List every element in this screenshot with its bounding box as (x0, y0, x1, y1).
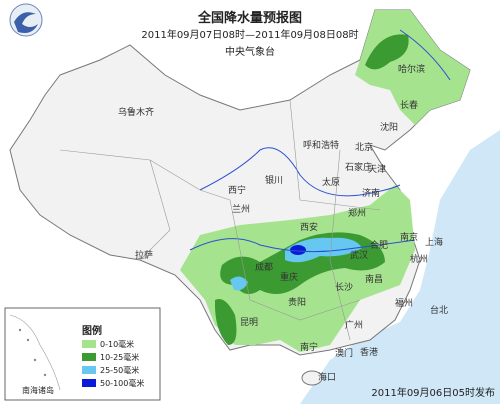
city-label: 重庆 (280, 271, 298, 283)
sea (300, 130, 500, 404)
rain-area (355, 10, 470, 125)
hainan (301, 370, 323, 386)
rain-area (290, 245, 306, 255)
city-label: 沈阳 (380, 121, 398, 133)
title: 全国降水量预报图 (197, 10, 302, 26)
rain-area (214, 299, 237, 345)
city-label: 南宁 (300, 341, 318, 353)
city-label: 上海 (425, 236, 443, 248)
province-borders (59, 99, 381, 341)
rivers (189, 29, 451, 253)
city-label: 乌鲁木齐 (118, 106, 154, 118)
city-label: 海口 (318, 371, 336, 383)
city-label: 北京 (355, 141, 373, 153)
inset-label: 南海诸岛 (22, 385, 54, 395)
city-label: 南京 (400, 231, 418, 243)
city-label: 天津 (368, 164, 386, 175)
city-label: 石家庄 (345, 161, 372, 173)
city-label: 昆明 (240, 317, 258, 328)
city-label: 银川 (265, 174, 283, 186)
city-label: 香港 (360, 346, 378, 358)
rain-area (230, 276, 248, 291)
rain-area (285, 237, 362, 263)
city-label: 哈尔滨 (398, 63, 425, 75)
issuer: 中央气象台 (225, 45, 275, 58)
legend-swatch (82, 340, 96, 348)
city-label: 合肥 (370, 239, 388, 251)
legend-swatch (82, 366, 96, 374)
inset-islands (18, 328, 47, 377)
legend-swatch (82, 353, 96, 361)
rain-area (365, 34, 409, 70)
legend-label: 25-50毫米 (100, 365, 139, 375)
city-label: 台北 (430, 304, 448, 316)
city-label: 济南 (362, 187, 380, 199)
city-label: 呼和浩特 (303, 139, 339, 151)
city-label: 长春 (400, 99, 418, 111)
legend-swatch (82, 379, 96, 387)
city-label: 太原 (322, 176, 340, 188)
release-time: 2011年09月06日05时发布 (371, 386, 495, 399)
inset-coast (9, 314, 61, 391)
city-label: 拉萨 (135, 249, 153, 261)
legend-title: 图例 (82, 324, 102, 337)
city-label: 福州 (395, 297, 413, 309)
city-label: 杭州 (410, 253, 428, 265)
city-label: 贵阳 (288, 296, 306, 308)
legend-label: 10-25毫米 (100, 352, 139, 362)
city-label: 南昌 (365, 273, 383, 285)
city-label: 西安 (300, 221, 318, 233)
legend-label: 50-100毫米 (100, 378, 144, 388)
city-label: 澳门 (335, 347, 353, 359)
city-label: 武汉 (350, 249, 368, 261)
legend-label: 0-10毫米 (100, 339, 134, 349)
logo (9, 3, 43, 37)
period: 2011年09月07日08时—2011年09月08日08时 (141, 28, 358, 41)
city-label: 西宁 (228, 184, 246, 196)
city-label: 长沙 (335, 281, 353, 293)
city-label: 成都 (255, 261, 273, 273)
city-label: 郑州 (348, 207, 366, 219)
city-label: 广州 (345, 319, 363, 331)
city-label: 兰州 (232, 203, 250, 215)
